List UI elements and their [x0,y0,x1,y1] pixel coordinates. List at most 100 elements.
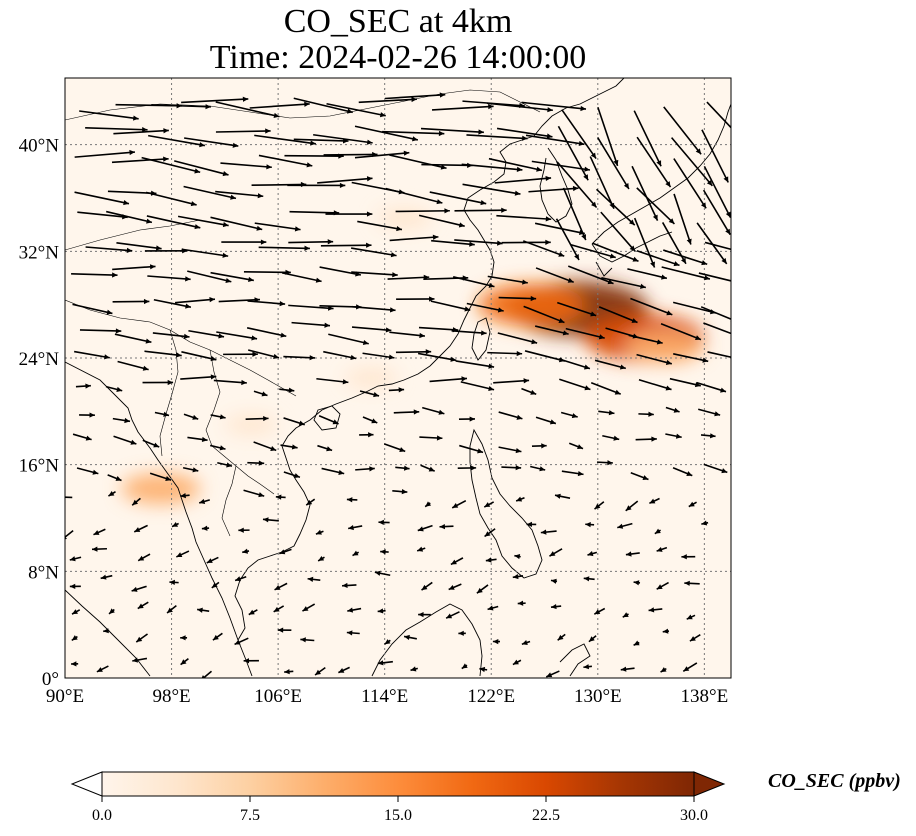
wind-arrow [583,664,592,670]
wind-arrow [348,524,363,531]
border-4 [221,465,237,537]
wind-arrow [706,101,731,129]
wind-arrow [598,410,615,416]
wind-arrow [359,390,380,398]
wind-arrow [210,414,226,420]
wind-arrow [487,605,499,611]
wind-arrow [262,517,279,523]
wind-vectors [65,92,731,678]
wind-arrow [633,110,662,167]
wind-arrow [242,548,250,554]
wind-arrow [429,191,487,206]
wind-arrow [146,215,201,230]
wind-arrow [673,158,707,209]
wind-arrow [359,432,374,438]
wind-arrow [486,102,553,113]
wind-arrow [323,350,357,360]
wind-arrow [445,611,460,619]
wind-arrow [707,351,731,359]
wind-arrow [686,614,696,620]
wind-arrow [180,374,217,380]
wind-arrow [521,101,587,112]
wind-arrow [493,378,530,384]
lon-tick-label: 130°E [574,686,622,707]
wind-arrow [280,444,298,450]
wind-arrow [85,127,148,133]
wind-arrow [71,272,118,278]
wind-arrow [183,185,237,200]
wind-arrow [248,609,258,616]
wind-arrow [389,331,425,339]
wind-arrow [258,154,313,168]
wind-arrow [113,435,137,445]
wind-arrow [665,433,682,439]
wind-arrow [439,523,454,530]
wind-arrow [105,385,123,392]
wind-arrow [389,154,447,170]
wind-arrow [112,264,156,271]
colorbar-tick-label: 0.0 [92,807,112,824]
wind-arrow [346,630,360,636]
coastlines [65,78,731,677]
wind-arrow [515,496,525,502]
wind-arrow [213,379,247,386]
wind-arrow [392,489,408,495]
colorbar: 0.0 7.5 15.0 22.5 30.0 [70,771,726,824]
wind-arrow [174,297,216,304]
lon-tick-label: 98°E [152,686,190,707]
wind-arrow [254,222,301,232]
map-title: CO_SEC at 4km [283,3,513,40]
wind-arrow [206,556,219,564]
wind-arrow [215,128,271,134]
wind-arrow [184,137,239,148]
wind-arrow [317,176,373,184]
wind-arrow [458,416,476,422]
colorbar-gradient [102,772,694,796]
wind-arrow [633,580,641,586]
wind-arrow [660,667,667,673]
wind-arrow [630,472,649,481]
wind-arrow [417,524,433,532]
wind-arrow [380,549,389,555]
wind-arrow [665,406,680,413]
wind-arrow [302,603,316,612]
wind-arrow [389,234,439,242]
wind-arrow [431,104,494,111]
wind-arrow [111,156,169,164]
wind-arrow [617,522,633,529]
wind-arrow [557,125,589,181]
wind-arrow [462,183,521,196]
wind-arrow [598,306,638,324]
wind-arrow [410,666,418,672]
wind-arrow [461,163,523,173]
wind-arrow [216,331,258,341]
wind-arrow [234,637,249,646]
wind-arrow [210,271,254,283]
wind-arrow [187,270,232,284]
wind-arrow [249,101,310,109]
wind-arrow [403,634,417,641]
wind-arrow [395,465,410,471]
wind-arrow [76,467,99,475]
wind-arrow [277,627,292,633]
wind-arrow [663,106,702,155]
wind-arrow [593,607,606,615]
wind-arrow [620,666,635,672]
wind-arrow [317,555,325,562]
wind-arrow [131,585,147,592]
wind-arrow [565,327,605,340]
wind-arrow [177,215,229,228]
wind-arrow [352,550,360,557]
wind-arrow [454,239,503,246]
wind-arrow [181,96,249,104]
plume-7 [225,414,278,435]
wind-arrow [108,491,116,497]
wind-arrow [223,351,258,357]
wind-arrow [702,189,731,236]
lon-tick-label: 138°E [681,686,729,707]
wind-arrow [243,658,259,664]
wind-arrow [93,528,106,536]
wind-arrow [701,129,729,183]
wind-arrow [106,210,153,224]
wind-arrow [148,134,206,148]
